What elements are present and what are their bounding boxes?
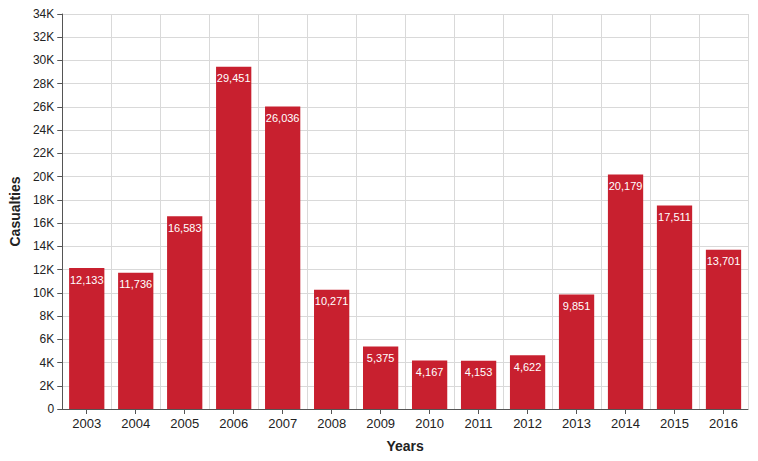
- svg-text:Years: Years: [386, 438, 424, 454]
- svg-text:5,375: 5,375: [367, 352, 395, 364]
- svg-text:14K: 14K: [33, 239, 54, 253]
- svg-text:0: 0: [48, 402, 55, 416]
- svg-text:4K: 4K: [40, 356, 55, 370]
- svg-text:26K: 26K: [33, 100, 54, 114]
- svg-text:34K: 34K: [33, 7, 54, 21]
- svg-text:11,736: 11,736: [119, 278, 152, 290]
- svg-text:2007: 2007: [268, 416, 297, 431]
- svg-text:2006: 2006: [219, 416, 248, 431]
- svg-text:2005: 2005: [170, 416, 199, 431]
- svg-text:4,153: 4,153: [465, 366, 493, 378]
- svg-text:10K: 10K: [33, 286, 54, 300]
- svg-text:20,179: 20,179: [609, 180, 643, 192]
- svg-text:30K: 30K: [33, 53, 54, 67]
- svg-text:29,451: 29,451: [217, 72, 251, 84]
- svg-text:4,622: 4,622: [514, 361, 542, 373]
- svg-text:2K: 2K: [40, 379, 55, 393]
- svg-text:2015: 2015: [660, 416, 689, 431]
- svg-text:2004: 2004: [121, 416, 150, 431]
- svg-text:10,271: 10,271: [315, 295, 349, 307]
- svg-text:20K: 20K: [33, 170, 54, 184]
- svg-text:2016: 2016: [709, 416, 738, 431]
- svg-text:12K: 12K: [33, 263, 54, 277]
- svg-text:2011: 2011: [465, 416, 493, 431]
- svg-text:2003: 2003: [72, 416, 101, 431]
- svg-text:16K: 16K: [33, 216, 54, 230]
- svg-text:9,851: 9,851: [563, 300, 591, 312]
- svg-text:22K: 22K: [33, 146, 54, 160]
- svg-text:32K: 32K: [33, 30, 54, 44]
- svg-text:13,701: 13,701: [707, 255, 741, 267]
- svg-text:4,167: 4,167: [416, 366, 444, 378]
- svg-text:2014: 2014: [611, 416, 640, 431]
- svg-text:16,583: 16,583: [168, 222, 202, 234]
- svg-text:2012: 2012: [513, 416, 542, 431]
- svg-text:24K: 24K: [33, 123, 54, 137]
- svg-text:2010: 2010: [415, 416, 444, 431]
- svg-text:2008: 2008: [317, 416, 346, 431]
- svg-text:Casualties: Casualties: [7, 176, 23, 246]
- svg-text:17,511: 17,511: [658, 211, 691, 223]
- svg-text:2009: 2009: [366, 416, 395, 431]
- svg-text:6K: 6K: [40, 332, 55, 346]
- svg-text:2013: 2013: [562, 416, 591, 431]
- svg-text:18K: 18K: [33, 193, 54, 207]
- svg-text:26,036: 26,036: [266, 112, 300, 124]
- svg-text:8K: 8K: [40, 309, 55, 323]
- svg-text:28K: 28K: [33, 77, 54, 91]
- svg-text:12,133: 12,133: [70, 274, 104, 286]
